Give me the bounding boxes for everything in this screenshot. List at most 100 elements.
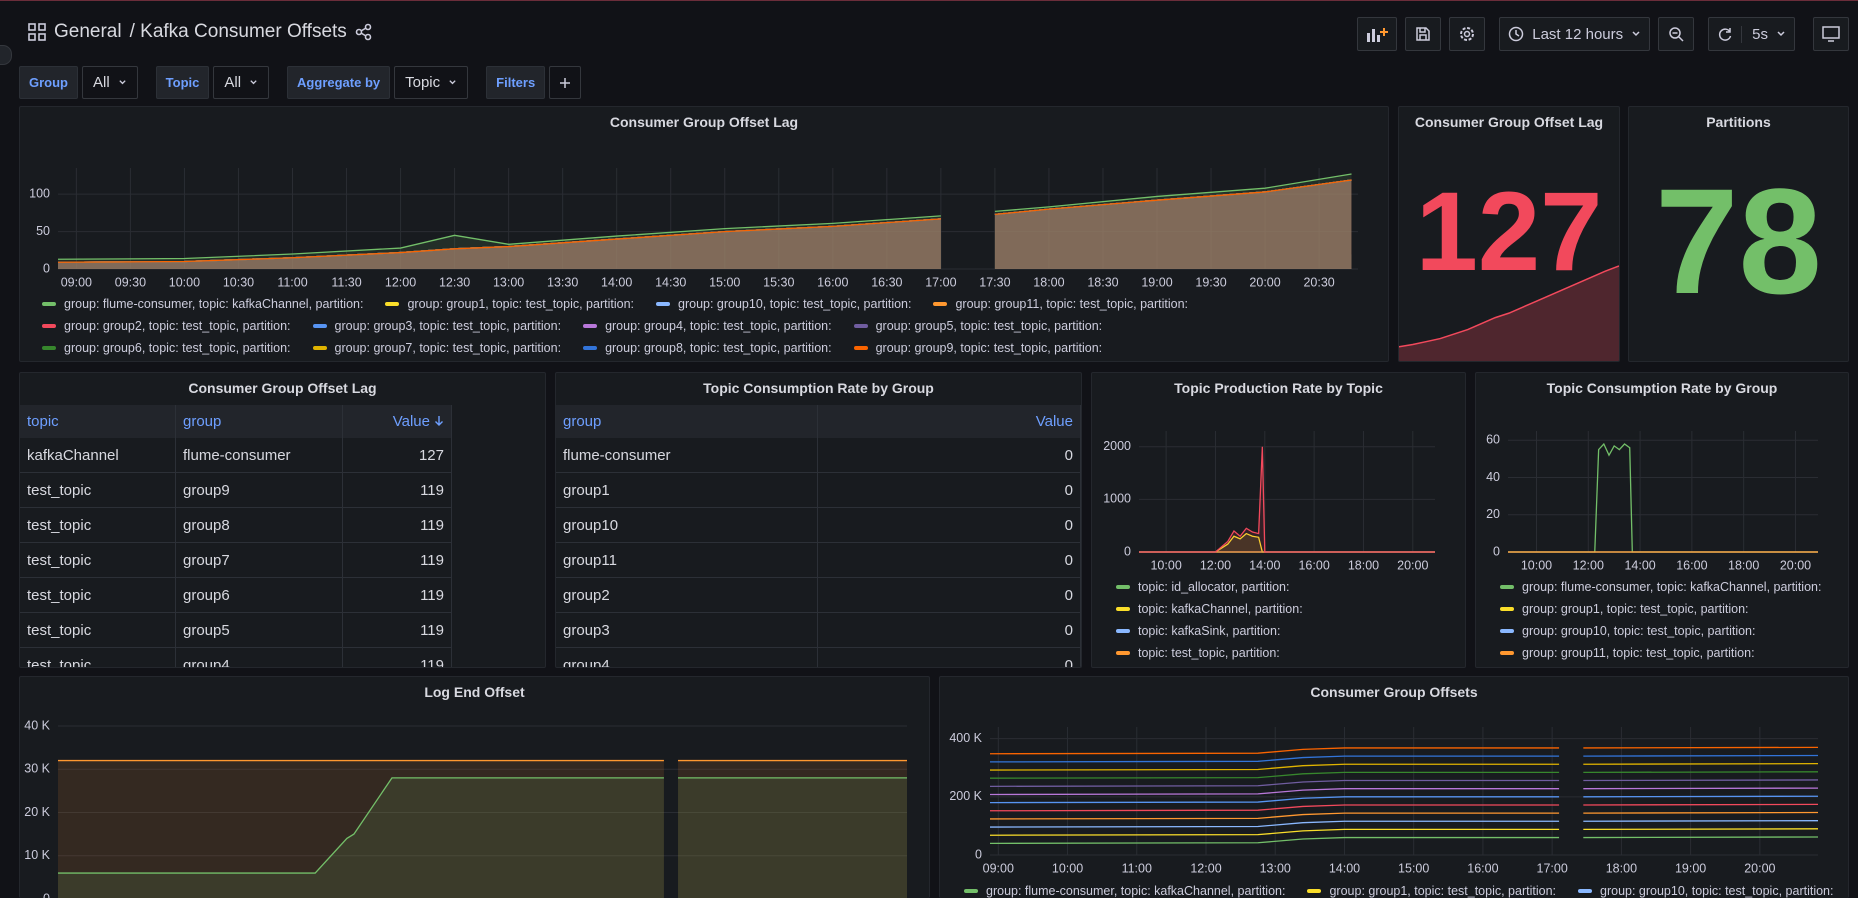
- x-tick-label: 18:00: [1348, 558, 1379, 572]
- x-tick-label: 14:30: [655, 275, 686, 289]
- legend-item[interactable]: group: group3, topic: test_topic, partit…: [312, 315, 562, 337]
- legend-item[interactable]: topic: kafkaChannel, partition:: [1116, 598, 1303, 620]
- legend-item[interactable]: group: group11, topic: test_topic, parti…: [933, 293, 1188, 315]
- legend-item[interactable]: group: group10, topic: test_topic, parti…: [1578, 880, 1833, 898]
- x-tick-label: 09:00: [61, 275, 92, 289]
- x-tick-label: 14:00: [1249, 558, 1280, 572]
- legend-swatch: [1500, 651, 1514, 655]
- time-picker[interactable]: Last 12 hours: [1499, 17, 1651, 51]
- legend-item[interactable]: topic: test_topic, partition:: [1116, 642, 1280, 664]
- legend-item[interactable]: topic: kafkaSink, partition:: [1116, 620, 1280, 642]
- add-panel-button[interactable]: [1357, 17, 1398, 51]
- legend-item[interactable]: group: group1, topic: test_topic, partit…: [385, 293, 634, 315]
- save-button[interactable]: [1405, 17, 1442, 51]
- legend-item[interactable]: group: group1, topic: test_topic, partit…: [1307, 880, 1556, 898]
- table-row: group4 0: [556, 647, 1081, 667]
- variable-select[interactable]: Topic: [394, 66, 469, 99]
- series-area: [58, 179, 1352, 269]
- legend-item[interactable]: group: group9, topic: test_topic, partit…: [853, 337, 1102, 359]
- breadcrumb: General / Kafka Consumer Offsets: [28, 21, 373, 43]
- legend-item[interactable]: group: group2, topic: test_topic, partit…: [42, 315, 291, 337]
- table-cell: group2: [556, 577, 819, 613]
- sparkline-line: [1399, 265, 1619, 348]
- x-tick-label: 18:00: [1033, 275, 1064, 289]
- add-filter-button[interactable]: [549, 66, 582, 99]
- legend-label: group: group8, topic: test_topic, partit…: [605, 341, 832, 355]
- legend-item[interactable]: group: flume-consumer, topic: kafkaChann…: [42, 293, 363, 315]
- legend-item[interactable]: topic: id_allocator, partition:: [1116, 576, 1289, 598]
- column-header[interactable]: topic: [20, 405, 176, 438]
- panel-title: Consumer Group Offsets: [1310, 684, 1478, 700]
- table-row: test_topic group8 119: [20, 507, 452, 543]
- series-line: [58, 777, 907, 874]
- variable-select[interactable]: All: [82, 66, 138, 99]
- series-area: [58, 179, 1352, 269]
- legend-item[interactable]: group: group11, topic: test_topic, parti…: [1500, 642, 1755, 664]
- timeseries-panel: Consumer Group Offsets 0 200 K 400 K 09:00 10…: [939, 676, 1849, 898]
- legend-item[interactable]: group: group8, topic: test_topic, partit…: [583, 337, 832, 359]
- dashboard-title[interactable]: / Kafka Consumer Offsets: [129, 21, 347, 42]
- x-tick-label: 16:30: [871, 275, 902, 289]
- column-header[interactable]: Value: [342, 405, 452, 438]
- apps-icon[interactable]: [28, 23, 46, 41]
- y-tick-label: 20: [1486, 507, 1500, 521]
- x-tick-label: 17:30: [979, 275, 1010, 289]
- legend-item[interactable]: group: flume-consumer, topic: kafkaChann…: [964, 880, 1285, 898]
- x-tick-label: 12:00: [1573, 558, 1604, 572]
- x-tick-label: 16:00: [1676, 558, 1707, 572]
- x-tick-label: 20:00: [1397, 558, 1428, 572]
- legend-swatch: [1500, 607, 1514, 611]
- column-header[interactable]: Value: [817, 405, 1081, 438]
- x-tick-label: 11:00: [277, 275, 307, 289]
- legend-label: topic: test_topic, partition:: [1138, 646, 1280, 660]
- legend-swatch: [42, 324, 56, 328]
- x-tick-label: 19:30: [1195, 275, 1226, 289]
- variables-bar: Group All Topic All Aggregate by Topic F…: [19, 66, 595, 99]
- plot: 0 10 K 20 K 30 K 40 K: [24, 718, 907, 898]
- tv-mode-button[interactable]: [1813, 17, 1849, 51]
- legend-label: group: group3, topic: test_topic, partit…: [334, 319, 562, 333]
- series-area: [58, 179, 1352, 269]
- legend-swatch: [312, 346, 327, 350]
- legend-item[interactable]: group: group1, topic: test_topic, partit…: [1500, 598, 1749, 620]
- refresh-picker[interactable]: 5s: [1708, 17, 1795, 51]
- table-cell: 0: [817, 542, 1081, 578]
- legend-swatch: [1578, 889, 1592, 893]
- y-tick-label: 30 K: [24, 762, 50, 776]
- column-header-label: Value: [392, 413, 430, 430]
- x-tick-label: 12:00: [385, 275, 416, 289]
- legend-item[interactable]: group: group7, topic: test_topic, partit…: [312, 337, 561, 359]
- legend-item[interactable]: group: group10, topic: test_topic, parti…: [1500, 620, 1755, 642]
- legend-item[interactable]: group: flume-consumer, topic: kafkaChann…: [1500, 576, 1821, 598]
- table-cell: 0: [817, 647, 1081, 667]
- legend-swatch: [1116, 629, 1130, 633]
- legend-label: group: group1, topic: test_topic, partit…: [1329, 884, 1556, 898]
- table-row: test_topic group7 119: [20, 542, 452, 578]
- share-icon[interactable]: [355, 23, 373, 41]
- panel-title: Consumer Group Offset Lag: [1414, 114, 1604, 130]
- legend-label: topic: kafkaSink, partition:: [1138, 624, 1281, 638]
- settings-button[interactable]: [1449, 17, 1486, 51]
- legend-item[interactable]: group: group6, topic: test_topic, partit…: [42, 337, 291, 359]
- column-header[interactable]: group: [556, 405, 819, 438]
- x-tick-label: 18:00: [1606, 861, 1637, 875]
- y-tick-label: 50: [36, 224, 50, 238]
- variable-select[interactable]: All: [213, 66, 270, 99]
- legend-item[interactable]: group: group10, topic: test_topic, parti…: [656, 293, 911, 315]
- y-tick-label: 0: [43, 891, 50, 898]
- zoom-out-button[interactable]: [1658, 17, 1695, 51]
- table-cell: test_topic: [20, 647, 176, 667]
- table-cell: 0: [817, 472, 1081, 508]
- variable-label: Group: [19, 66, 78, 99]
- folder-name[interactable]: General: [54, 21, 122, 42]
- column-header[interactable]: group: [175, 405, 343, 438]
- variable-label: Aggregate by: [287, 66, 391, 99]
- legend-item[interactable]: group: group5, topic: test_topic, partit…: [853, 315, 1102, 337]
- legend-label: group: flume-consumer, topic: kafkaChann…: [64, 297, 364, 311]
- plot: 0 1000 2000 10:00 12:00 14:00 16:00 18:00 20:00: [1103, 431, 1435, 572]
- legend-item[interactable]: group: group4, topic: test_topic, partit…: [583, 315, 832, 337]
- legend-swatch: [1307, 889, 1322, 893]
- x-tick-label: 14:00: [1329, 861, 1360, 875]
- x-tick-label: 18:30: [1087, 275, 1118, 289]
- stat-panel: Partitions 78: [1628, 106, 1849, 362]
